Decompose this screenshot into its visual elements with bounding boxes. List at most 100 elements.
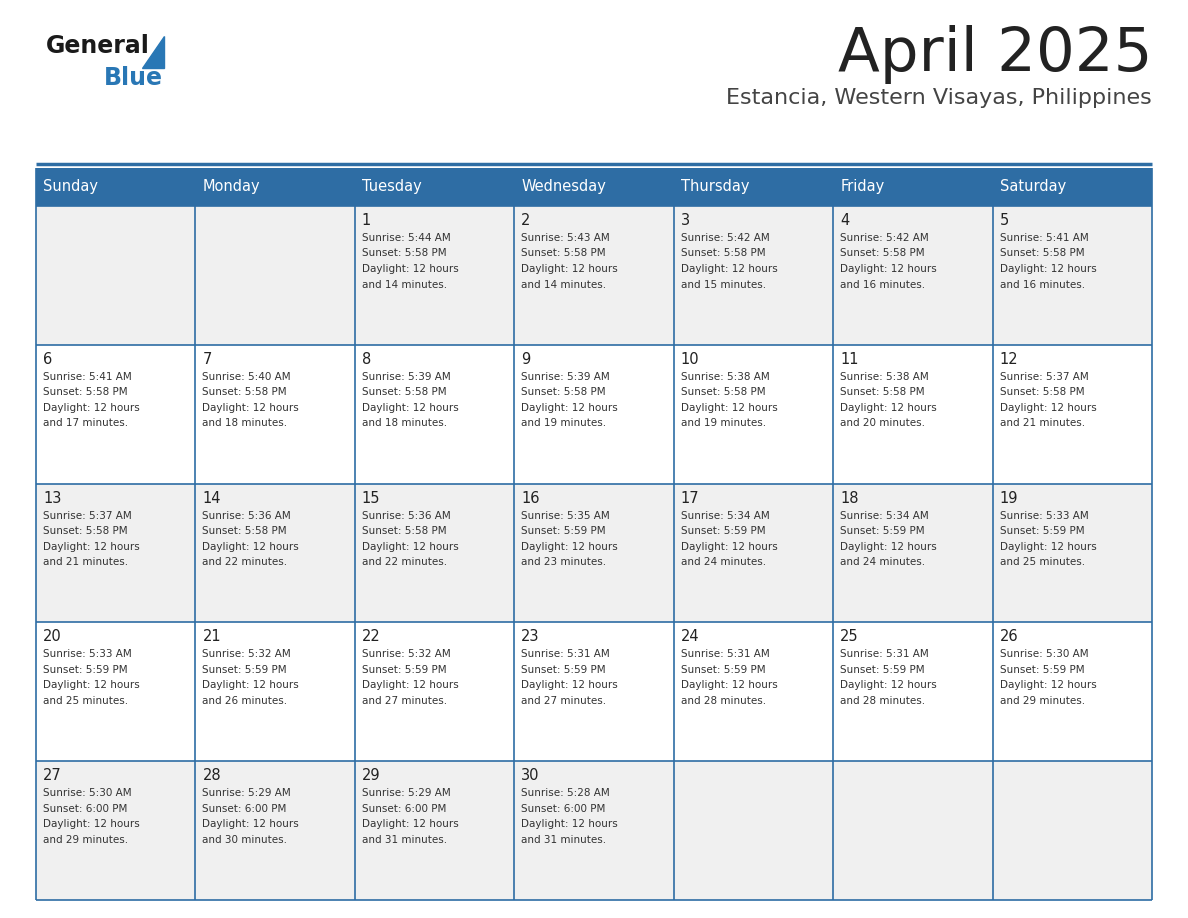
Text: and 29 minutes.: and 29 minutes. xyxy=(43,834,128,845)
Text: Sunrise: 5:41 AM: Sunrise: 5:41 AM xyxy=(43,372,132,382)
Text: and 30 minutes.: and 30 minutes. xyxy=(202,834,287,845)
Text: and 24 minutes.: and 24 minutes. xyxy=(681,557,766,567)
Bar xyxy=(36,484,1152,622)
Text: 18: 18 xyxy=(840,490,859,506)
Text: Sunset: 5:58 PM: Sunset: 5:58 PM xyxy=(202,387,287,397)
Text: Sunset: 5:59 PM: Sunset: 5:59 PM xyxy=(681,665,765,675)
Text: and 20 minutes.: and 20 minutes. xyxy=(840,419,925,429)
Text: Daylight: 12 hours: Daylight: 12 hours xyxy=(362,680,459,690)
Text: and 14 minutes.: and 14 minutes. xyxy=(362,279,447,289)
Text: and 26 minutes.: and 26 minutes. xyxy=(202,696,287,706)
Text: and 19 minutes.: and 19 minutes. xyxy=(681,419,766,429)
Text: Daylight: 12 hours: Daylight: 12 hours xyxy=(840,403,937,413)
Text: Sunset: 5:59 PM: Sunset: 5:59 PM xyxy=(202,665,287,675)
Text: and 27 minutes.: and 27 minutes. xyxy=(522,696,606,706)
Text: Blue: Blue xyxy=(105,66,163,90)
Text: Sunrise: 5:43 AM: Sunrise: 5:43 AM xyxy=(522,233,609,243)
Text: 20: 20 xyxy=(43,630,62,644)
Text: Sunset: 5:58 PM: Sunset: 5:58 PM xyxy=(840,387,924,397)
Text: 27: 27 xyxy=(43,768,62,783)
Text: Sunrise: 5:31 AM: Sunrise: 5:31 AM xyxy=(681,649,770,659)
Text: Sunrise: 5:29 AM: Sunrise: 5:29 AM xyxy=(202,789,291,798)
Text: 19: 19 xyxy=(999,490,1018,506)
Text: and 21 minutes.: and 21 minutes. xyxy=(999,419,1085,429)
Text: and 18 minutes.: and 18 minutes. xyxy=(362,419,447,429)
Text: Sunrise: 5:33 AM: Sunrise: 5:33 AM xyxy=(999,510,1088,521)
Text: Daylight: 12 hours: Daylight: 12 hours xyxy=(999,542,1097,552)
Text: Daylight: 12 hours: Daylight: 12 hours xyxy=(362,542,459,552)
Text: and 25 minutes.: and 25 minutes. xyxy=(999,557,1085,567)
Text: Daylight: 12 hours: Daylight: 12 hours xyxy=(43,542,140,552)
Text: Sunset: 6:00 PM: Sunset: 6:00 PM xyxy=(362,803,447,813)
Text: Wednesday: Wednesday xyxy=(522,180,606,195)
Text: 9: 9 xyxy=(522,352,531,367)
Text: Sunset: 6:00 PM: Sunset: 6:00 PM xyxy=(522,803,606,813)
Text: Daylight: 12 hours: Daylight: 12 hours xyxy=(43,680,140,690)
Text: 12: 12 xyxy=(999,352,1018,367)
Text: Sunrise: 5:35 AM: Sunrise: 5:35 AM xyxy=(522,510,609,521)
Text: Sunrise: 5:40 AM: Sunrise: 5:40 AM xyxy=(202,372,291,382)
Text: Sunrise: 5:30 AM: Sunrise: 5:30 AM xyxy=(43,789,132,798)
Text: Sunrise: 5:31 AM: Sunrise: 5:31 AM xyxy=(522,649,609,659)
Text: Sunrise: 5:33 AM: Sunrise: 5:33 AM xyxy=(43,649,132,659)
Text: Sunset: 5:59 PM: Sunset: 5:59 PM xyxy=(362,665,447,675)
Text: Daylight: 12 hours: Daylight: 12 hours xyxy=(43,819,140,829)
Text: Sunset: 5:59 PM: Sunset: 5:59 PM xyxy=(840,665,924,675)
Text: Sunset: 5:58 PM: Sunset: 5:58 PM xyxy=(362,526,447,536)
Text: and 29 minutes.: and 29 minutes. xyxy=(999,696,1085,706)
Text: 23: 23 xyxy=(522,630,539,644)
Text: Sunrise: 5:32 AM: Sunrise: 5:32 AM xyxy=(202,649,291,659)
Text: Sunset: 5:59 PM: Sunset: 5:59 PM xyxy=(999,665,1085,675)
Text: 15: 15 xyxy=(362,490,380,506)
Text: Daylight: 12 hours: Daylight: 12 hours xyxy=(681,542,777,552)
Bar xyxy=(36,168,1152,206)
Text: Daylight: 12 hours: Daylight: 12 hours xyxy=(840,542,937,552)
Text: Sunrise: 5:38 AM: Sunrise: 5:38 AM xyxy=(840,372,929,382)
Text: and 23 minutes.: and 23 minutes. xyxy=(522,557,606,567)
Text: Sunrise: 5:37 AM: Sunrise: 5:37 AM xyxy=(999,372,1088,382)
Text: Sunrise: 5:42 AM: Sunrise: 5:42 AM xyxy=(681,233,770,243)
Text: Sunrise: 5:41 AM: Sunrise: 5:41 AM xyxy=(999,233,1088,243)
Text: Sunrise: 5:30 AM: Sunrise: 5:30 AM xyxy=(999,649,1088,659)
Text: Sunrise: 5:39 AM: Sunrise: 5:39 AM xyxy=(522,372,609,382)
Text: 2: 2 xyxy=(522,213,531,228)
Text: Sunrise: 5:38 AM: Sunrise: 5:38 AM xyxy=(681,372,770,382)
Text: 25: 25 xyxy=(840,630,859,644)
Text: Sunrise: 5:36 AM: Sunrise: 5:36 AM xyxy=(362,510,450,521)
Text: Sunday: Sunday xyxy=(43,180,97,195)
Text: 4: 4 xyxy=(840,213,849,228)
Text: Sunset: 5:58 PM: Sunset: 5:58 PM xyxy=(681,249,765,259)
Text: and 21 minutes.: and 21 minutes. xyxy=(43,557,128,567)
Text: 16: 16 xyxy=(522,490,539,506)
Text: Sunset: 5:58 PM: Sunset: 5:58 PM xyxy=(522,387,606,397)
Text: Daylight: 12 hours: Daylight: 12 hours xyxy=(43,403,140,413)
Text: Sunset: 5:59 PM: Sunset: 5:59 PM xyxy=(840,526,924,536)
Text: Daylight: 12 hours: Daylight: 12 hours xyxy=(202,542,299,552)
Text: Daylight: 12 hours: Daylight: 12 hours xyxy=(999,264,1097,274)
Polygon shape xyxy=(143,36,164,68)
Bar xyxy=(36,206,1152,345)
Text: and 22 minutes.: and 22 minutes. xyxy=(362,557,447,567)
Text: Daylight: 12 hours: Daylight: 12 hours xyxy=(681,264,777,274)
Text: Sunrise: 5:34 AM: Sunrise: 5:34 AM xyxy=(840,510,929,521)
Text: Sunset: 5:59 PM: Sunset: 5:59 PM xyxy=(522,665,606,675)
Text: Daylight: 12 hours: Daylight: 12 hours xyxy=(522,542,618,552)
Text: 29: 29 xyxy=(362,768,380,783)
Text: Sunset: 5:58 PM: Sunset: 5:58 PM xyxy=(999,387,1085,397)
Text: 14: 14 xyxy=(202,490,221,506)
Text: Daylight: 12 hours: Daylight: 12 hours xyxy=(362,264,459,274)
Text: and 16 minutes.: and 16 minutes. xyxy=(840,279,925,289)
Text: Daylight: 12 hours: Daylight: 12 hours xyxy=(999,680,1097,690)
Text: 3: 3 xyxy=(681,213,690,228)
Text: Sunset: 5:58 PM: Sunset: 5:58 PM xyxy=(202,526,287,536)
Text: Monday: Monday xyxy=(202,180,260,195)
Text: Daylight: 12 hours: Daylight: 12 hours xyxy=(681,680,777,690)
Text: and 28 minutes.: and 28 minutes. xyxy=(681,696,766,706)
Text: 22: 22 xyxy=(362,630,380,644)
Text: General: General xyxy=(46,34,150,58)
Text: Estancia, Western Visayas, Philippines: Estancia, Western Visayas, Philippines xyxy=(726,88,1152,108)
Text: Sunset: 5:58 PM: Sunset: 5:58 PM xyxy=(999,249,1085,259)
Text: Sunset: 6:00 PM: Sunset: 6:00 PM xyxy=(202,803,286,813)
Text: and 31 minutes.: and 31 minutes. xyxy=(522,834,606,845)
Text: 10: 10 xyxy=(681,352,700,367)
